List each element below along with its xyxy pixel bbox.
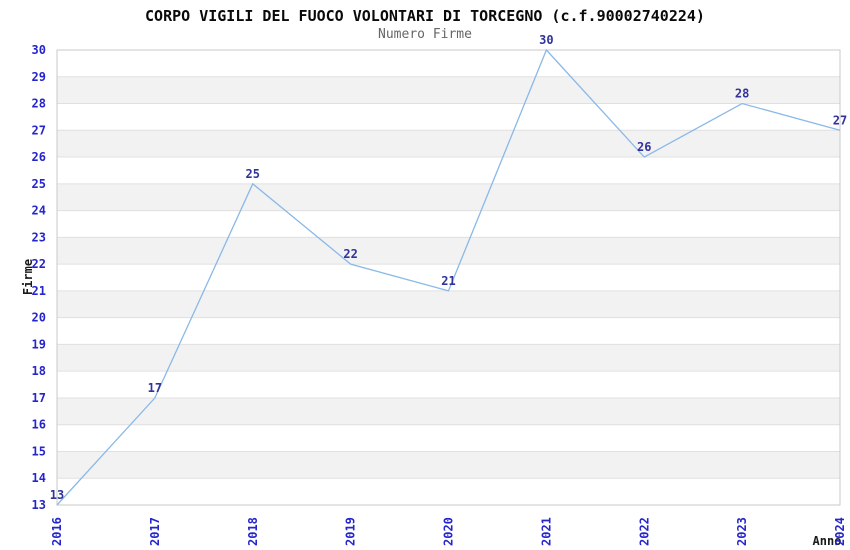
plot-band — [57, 130, 840, 158]
y-tick-label: 25 — [32, 177, 46, 191]
y-tick-label: 28 — [32, 97, 46, 111]
plot-band — [57, 290, 840, 318]
x-axis-title: Anno — [812, 534, 842, 548]
y-tick-label: 14 — [32, 471, 46, 485]
plot-band — [57, 76, 840, 104]
plot-band — [57, 237, 840, 265]
y-tick-label: 30 — [32, 43, 46, 57]
point-label: 21 — [441, 274, 455, 288]
x-tick-label: 2018 — [246, 517, 260, 546]
y-tick-label: 23 — [32, 230, 46, 244]
point-label: 17 — [148, 381, 162, 395]
point-label: 26 — [637, 140, 651, 154]
y-tick-label: 18 — [32, 364, 46, 378]
chart-subtitle: Numero Firme — [378, 27, 472, 42]
y-tick-label: 20 — [32, 311, 46, 325]
chart-title: CORPO VIGILI DEL FUOCO VOLONTARI DI TORC… — [145, 7, 705, 25]
point-label: 22 — [343, 247, 357, 261]
y-tick-label: 19 — [32, 337, 46, 351]
data-line — [56, 48, 841, 506]
point-label: 13 — [50, 488, 64, 502]
y-tick-label: 26 — [32, 150, 46, 164]
point-label: 25 — [246, 167, 260, 181]
plot-band — [57, 451, 840, 479]
y-tick-label: 22 — [32, 257, 46, 271]
y-tick-label: 13 — [32, 498, 46, 512]
x-tick-label: 2017 — [148, 517, 162, 546]
y-tick-label: 27 — [32, 123, 46, 137]
plot-band — [57, 183, 840, 211]
x-tick-label: 2016 — [50, 517, 64, 546]
point-label: 27 — [833, 113, 847, 127]
x-tick-label: 2024 — [833, 517, 847, 546]
point-label: 28 — [735, 87, 749, 101]
plot-band — [57, 344, 840, 372]
y-tick-label: 24 — [32, 204, 46, 218]
y-tick-label: 21 — [32, 284, 46, 298]
point-label: 30 — [539, 33, 553, 47]
x-tick-label: 2020 — [442, 517, 456, 546]
y-tick-label: 29 — [32, 70, 46, 84]
x-tick-label: 2022 — [637, 517, 651, 546]
y-tick-label: 16 — [32, 418, 46, 432]
y-tick-label: 17 — [32, 391, 46, 405]
y-tick-label: 15 — [32, 444, 46, 458]
x-tick-label: 2019 — [344, 517, 358, 546]
plot-band — [57, 397, 840, 425]
x-tick-label: 2023 — [735, 517, 749, 546]
plot-border — [56, 49, 841, 506]
x-tick-label: 2021 — [539, 517, 553, 546]
